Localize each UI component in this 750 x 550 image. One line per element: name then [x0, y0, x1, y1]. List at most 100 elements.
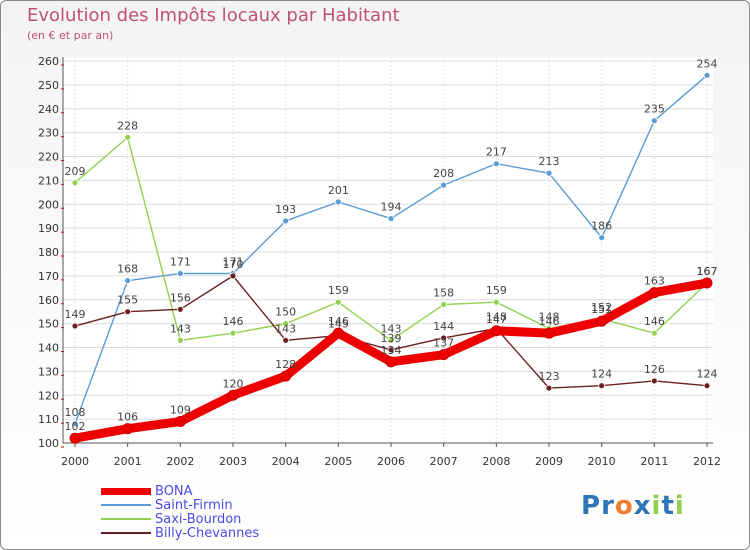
- data-label-saxi-bourdon: 146: [644, 315, 665, 328]
- x-tick-label: 2004: [272, 455, 300, 468]
- series-point-saint-firmin: [650, 117, 658, 125]
- x-tick-label: 2003: [219, 455, 247, 468]
- series-point-billy-chevannes: [176, 305, 184, 313]
- data-label-bona: 102: [65, 420, 86, 433]
- x-tick-label: 2002: [166, 455, 194, 468]
- series-point-saint-firmin: [334, 198, 342, 206]
- series-point-saint-firmin: [176, 270, 184, 277]
- series-point-billy-chevannes: [545, 384, 553, 392]
- series-point-bona: [438, 349, 450, 361]
- data-label-billy-chevannes: 123: [539, 370, 560, 383]
- data-label-saint-firmin: 108: [65, 406, 86, 419]
- series-point-saxi-bourdon: [650, 329, 658, 337]
- data-label-saxi-bourdon: 143: [381, 322, 402, 335]
- series-point-bona: [332, 327, 344, 339]
- data-label-billy-chevannes: 143: [275, 322, 296, 335]
- series-point-bona: [174, 416, 186, 428]
- legend-swatch-billy-chevannes: [101, 532, 151, 534]
- series-point-bona: [596, 315, 608, 327]
- data-label-billy-chevannes: 139: [381, 332, 402, 345]
- y-tick-label: 120: [38, 389, 59, 402]
- data-label-bona: 109: [170, 404, 191, 417]
- data-label-billy-chevannes: 149: [65, 308, 86, 321]
- series-point-bona: [543, 327, 555, 339]
- series-point-billy-chevannes: [124, 308, 132, 316]
- data-label-billy-chevannes: 145: [328, 318, 349, 331]
- data-label-bona: 146: [539, 315, 560, 328]
- data-label-billy-chevannes: 126: [644, 363, 665, 376]
- series-point-billy-chevannes: [229, 272, 237, 280]
- data-label-billy-chevannes: 124: [697, 368, 718, 381]
- x-tick-label: 2010: [588, 455, 616, 468]
- logo-letter: i: [651, 491, 662, 521]
- series-point-saint-firmin: [282, 217, 290, 225]
- data-label-saxi-bourdon: 228: [117, 119, 138, 132]
- data-label-billy-chevannes: 155: [117, 294, 138, 307]
- data-label-bona: 120: [223, 377, 244, 390]
- x-tick-label: 2006: [377, 455, 405, 468]
- legend-label-saxi-bourdon: Saxi-Bourdon: [155, 512, 242, 527]
- legend-swatch-saxi-bourdon: [101, 518, 151, 520]
- data-label-saint-firmin: 186: [591, 220, 612, 233]
- data-label-saxi-bourdon: 167: [697, 265, 718, 278]
- data-label-bona: 151: [591, 303, 612, 316]
- data-label-bona: 146: [328, 315, 349, 328]
- logo-letter: o: [614, 491, 634, 521]
- series-point-bona: [280, 370, 292, 382]
- series-point-saxi-bourdon: [282, 320, 290, 328]
- series-point-billy-chevannes: [387, 346, 395, 354]
- logo-letter: x: [633, 491, 652, 521]
- series-point-billy-chevannes: [598, 382, 606, 390]
- data-label-saint-firmin: 235: [644, 103, 665, 116]
- series-point-bona: [701, 277, 713, 289]
- y-tick-label: 170: [38, 270, 59, 283]
- data-label-saint-firmin: 201: [328, 184, 349, 197]
- chart-title: Evolution des Impôts locaux par Habitant: [27, 5, 400, 26]
- y-tick-label: 130: [38, 365, 59, 378]
- data-label-saxi-bourdon: 148: [539, 310, 560, 323]
- proxiti-logo: Proxiti: [581, 491, 685, 521]
- series-point-billy-chevannes: [703, 382, 711, 390]
- series-point-saint-firmin: [703, 71, 711, 79]
- data-label-saxi-bourdon: 146: [223, 315, 244, 328]
- data-label-billy-chevannes: 156: [170, 291, 191, 304]
- legend-label-bona: BONA: [155, 484, 193, 499]
- logo-letter: P: [581, 491, 602, 521]
- series-point-billy-chevannes: [71, 322, 79, 330]
- series-point-bona: [227, 389, 239, 401]
- data-label-saxi-bourdon: 152: [591, 301, 612, 314]
- data-label-saxi-bourdon: 158: [433, 287, 454, 300]
- data-label-billy-chevannes: 124: [591, 368, 612, 381]
- series-point-saxi-bourdon: [387, 336, 395, 344]
- data-label-bona: 147: [486, 313, 507, 326]
- series-point-saint-firmin: [71, 420, 79, 428]
- series-point-saint-firmin: [598, 234, 606, 242]
- series-point-saxi-bourdon: [71, 179, 79, 187]
- data-label-saint-firmin: 208: [433, 167, 454, 180]
- logo-letter: i: [674, 491, 685, 521]
- series-point-saxi-bourdon: [229, 329, 237, 337]
- x-tick-label: 2009: [535, 455, 563, 468]
- y-tick-label: 220: [38, 151, 59, 164]
- y-tick-label: 200: [38, 198, 59, 211]
- data-label-saint-firmin: 168: [117, 263, 138, 276]
- series-point-saxi-bourdon: [492, 298, 500, 306]
- series-point-saxi-bourdon: [176, 336, 184, 344]
- data-label-bona: 134: [381, 344, 402, 357]
- y-tick-label: 240: [38, 103, 59, 116]
- data-label-billy-chevannes: 148: [486, 310, 507, 323]
- chart-subtitle: (en € et par an): [27, 29, 114, 42]
- y-tick-label: 230: [38, 127, 59, 140]
- x-tick-label: 2001: [114, 455, 142, 468]
- legend-label-billy-chevannes: Billy-Chevannes: [155, 526, 260, 541]
- series-point-saint-firmin: [124, 277, 132, 285]
- y-tick-label: 140: [38, 342, 59, 355]
- x-tick-label: 2005: [324, 455, 352, 468]
- y-tick-label: 250: [38, 79, 59, 92]
- data-label-saxi-bourdon: 150: [275, 306, 296, 319]
- y-tick-label: 190: [38, 222, 59, 235]
- x-tick-label: 2007: [430, 455, 458, 468]
- data-label-saxi-bourdon: 143: [170, 322, 191, 335]
